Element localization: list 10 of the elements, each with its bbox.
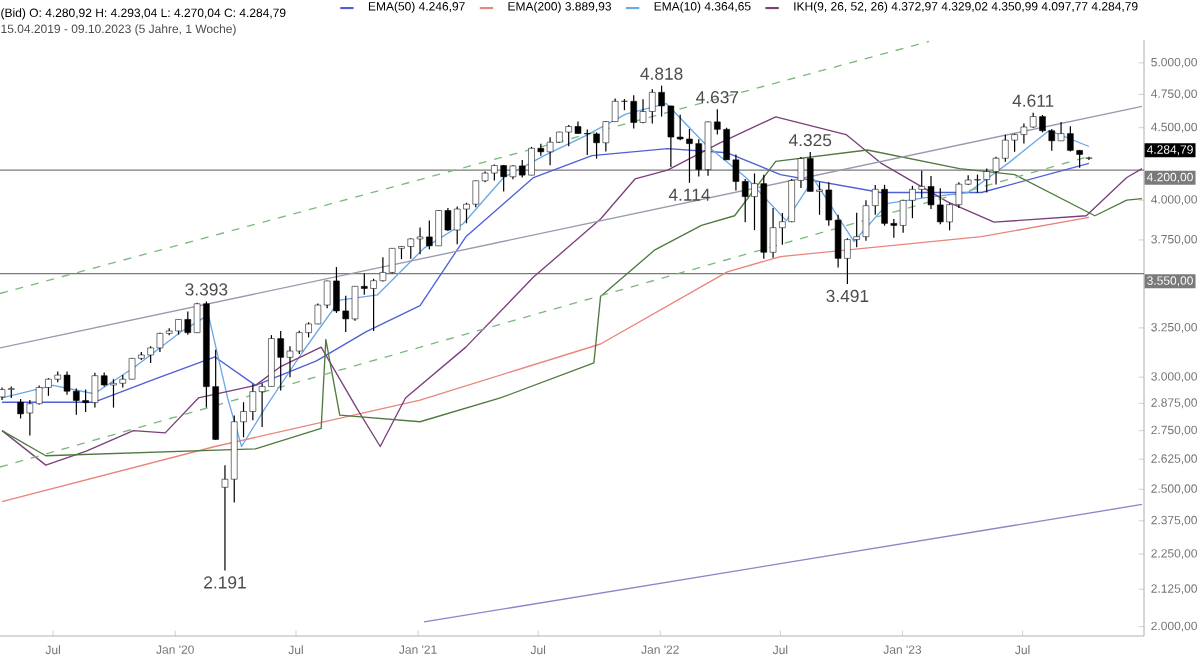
annotation: 3.491 — [826, 289, 869, 303]
annotation: 4.325 — [788, 133, 832, 147]
annotation: 4.637 — [696, 91, 739, 104]
line-series — [1, 147, 1090, 403]
annotation: 4.611 — [1012, 94, 1054, 107]
line-series — [1, 216, 1090, 503]
annotation: 2.191 — [204, 576, 246, 589]
annotation: 4.818 — [640, 67, 683, 80]
annotation: 4.114 — [668, 188, 710, 201]
annotation: 3.393 — [185, 283, 228, 296]
